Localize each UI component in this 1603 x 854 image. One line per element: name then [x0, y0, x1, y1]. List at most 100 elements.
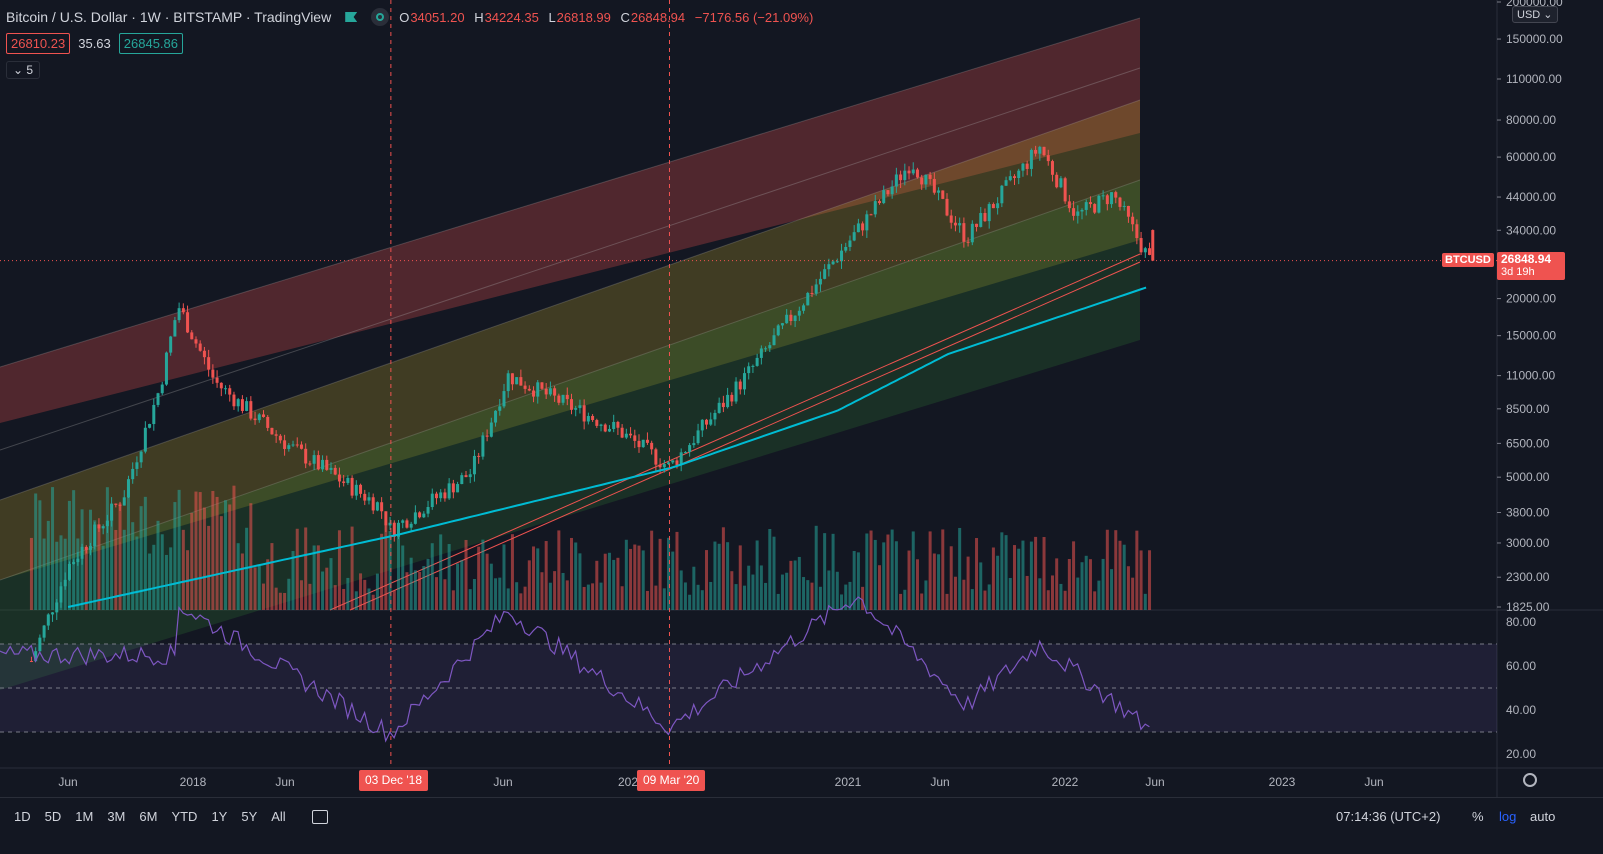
volume-bar-149 — [658, 538, 662, 610]
candle-228 — [991, 204, 995, 209]
range-1y[interactable]: 1Y — [211, 809, 228, 824]
candle-230 — [1000, 185, 1004, 204]
indicator-values: 26810.23 35.63 26845.86 — [6, 33, 184, 54]
candle-25 — [135, 462, 139, 469]
candle-175 — [768, 345, 772, 349]
volume-bar-159 — [700, 590, 704, 610]
volume-bar-147 — [650, 530, 654, 610]
candle-115 — [515, 377, 519, 385]
price-tick-11: 6500.00 — [1506, 436, 1550, 450]
volume-bar-60 — [283, 592, 287, 610]
calendar-icon[interactable] — [311, 809, 328, 824]
candle-192 — [840, 250, 844, 262]
volume-bar-157 — [692, 566, 696, 610]
volume-bar-256 — [1110, 569, 1114, 610]
range-5y[interactable]: 5Y — [241, 809, 258, 824]
candle-125 — [557, 395, 561, 403]
indicators-collapse-button[interactable]: ⌄ 5 — [6, 61, 41, 79]
candle-30 — [156, 393, 160, 405]
clock[interactable]: 07:14:36 (UTC+2) — [1336, 809, 1441, 824]
currency-selector[interactable]: USD ⌄ — [1512, 6, 1558, 23]
channel-midline — [0, 67, 1141, 451]
candle-79 — [363, 493, 367, 501]
candle-76 — [350, 477, 354, 496]
candle-152 — [671, 460, 675, 463]
candle-182 — [797, 310, 801, 316]
volume-bar-49 — [236, 543, 240, 610]
band-yellow-edge — [0, 99, 1141, 501]
volume-bar-53 — [253, 567, 257, 610]
volume-bar-121 — [540, 572, 544, 610]
range-5d[interactable]: 5D — [44, 809, 62, 824]
volume-bar-164 — [721, 527, 725, 610]
candle-63 — [295, 444, 299, 446]
candle-82 — [375, 502, 379, 511]
candle-219 — [953, 222, 957, 226]
visibility-icon[interactable] — [371, 8, 390, 26]
volume-bar-85 — [388, 531, 392, 610]
candle-126 — [561, 394, 565, 403]
candle-96 — [434, 493, 438, 499]
volume-bar-128 — [569, 537, 573, 610]
candle-242 — [1050, 161, 1054, 175]
candle-180 — [789, 314, 793, 321]
volume-bar-105 — [472, 578, 476, 610]
candle-114 — [510, 373, 514, 385]
volume-bar-93 — [422, 566, 426, 610]
volume-bar-252 — [1093, 591, 1097, 610]
symbol-price-tag: BTCUSD — [1442, 253, 1494, 267]
symbol-title[interactable]: Bitcoin / U.S. Dollar · 1W · BITSTAMP · … — [6, 9, 332, 25]
volume-bar-99 — [447, 544, 451, 610]
candle-29 — [152, 404, 156, 425]
volume-bar-73 — [337, 530, 341, 610]
volume-bar-202 — [882, 542, 886, 610]
volume-bar-24 — [131, 522, 135, 610]
volume-bar-4 — [46, 520, 50, 610]
candle-166 — [730, 394, 734, 402]
time-tick-7: Jun — [1145, 775, 1164, 789]
range-all[interactable]: All — [271, 809, 286, 824]
percent-scale-toggle[interactable]: % — [1472, 809, 1484, 824]
range-3m[interactable]: 3M — [107, 809, 126, 824]
volume-bar-13 — [84, 548, 88, 610]
volume-bar-108 — [485, 553, 489, 610]
volume-bar-216 — [941, 529, 945, 610]
range-ytd[interactable]: YTD — [171, 809, 198, 824]
candle-179 — [785, 314, 789, 324]
chart-canvas[interactable]: 200000.00 150000.00 110000.00 80000.00 60000… — [0, 0, 1603, 797]
candle-109 — [489, 422, 493, 437]
settings-gear-icon[interactable] — [1523, 773, 1537, 787]
log-scale-toggle[interactable]: log — [1499, 809, 1517, 824]
ma-200w-line — [67, 286, 1147, 608]
candle-221 — [962, 223, 966, 242]
volume-bar-257 — [1114, 530, 1118, 610]
volume-bar-215 — [937, 554, 941, 610]
candle-216 — [941, 190, 945, 199]
candle-223 — [970, 223, 974, 243]
candle-118 — [527, 388, 531, 391]
volume-bar-102 — [460, 560, 464, 610]
flag-icon[interactable] — [345, 12, 358, 22]
candle-211 — [920, 177, 924, 185]
range-6m[interactable]: 6M — [139, 809, 158, 824]
candle-189 — [827, 264, 831, 270]
range-1d[interactable]: 1D — [14, 809, 31, 824]
candle-99 — [447, 483, 451, 499]
volume-bar-27 — [143, 496, 147, 610]
volume-bar-191 — [835, 571, 839, 610]
band-yellow — [0, 100, 1140, 580]
candle-173 — [759, 348, 763, 358]
volume-bar-64 — [299, 580, 303, 610]
volume-bar-168 — [738, 545, 742, 610]
range-1m[interactable]: 1M — [75, 809, 94, 824]
volume-bar-173 — [759, 565, 763, 610]
auto-scale-toggle[interactable]: auto — [1530, 809, 1556, 824]
volume-bar-82 — [375, 573, 379, 610]
volume-bar-126 — [561, 572, 565, 610]
volume-bar-192 — [840, 594, 844, 610]
volume-bar-123 — [548, 582, 552, 610]
candle-86 — [392, 522, 396, 537]
candle-257 — [1114, 192, 1118, 198]
volume-bar-152 — [671, 551, 675, 610]
candle-263 — [1139, 238, 1143, 253]
